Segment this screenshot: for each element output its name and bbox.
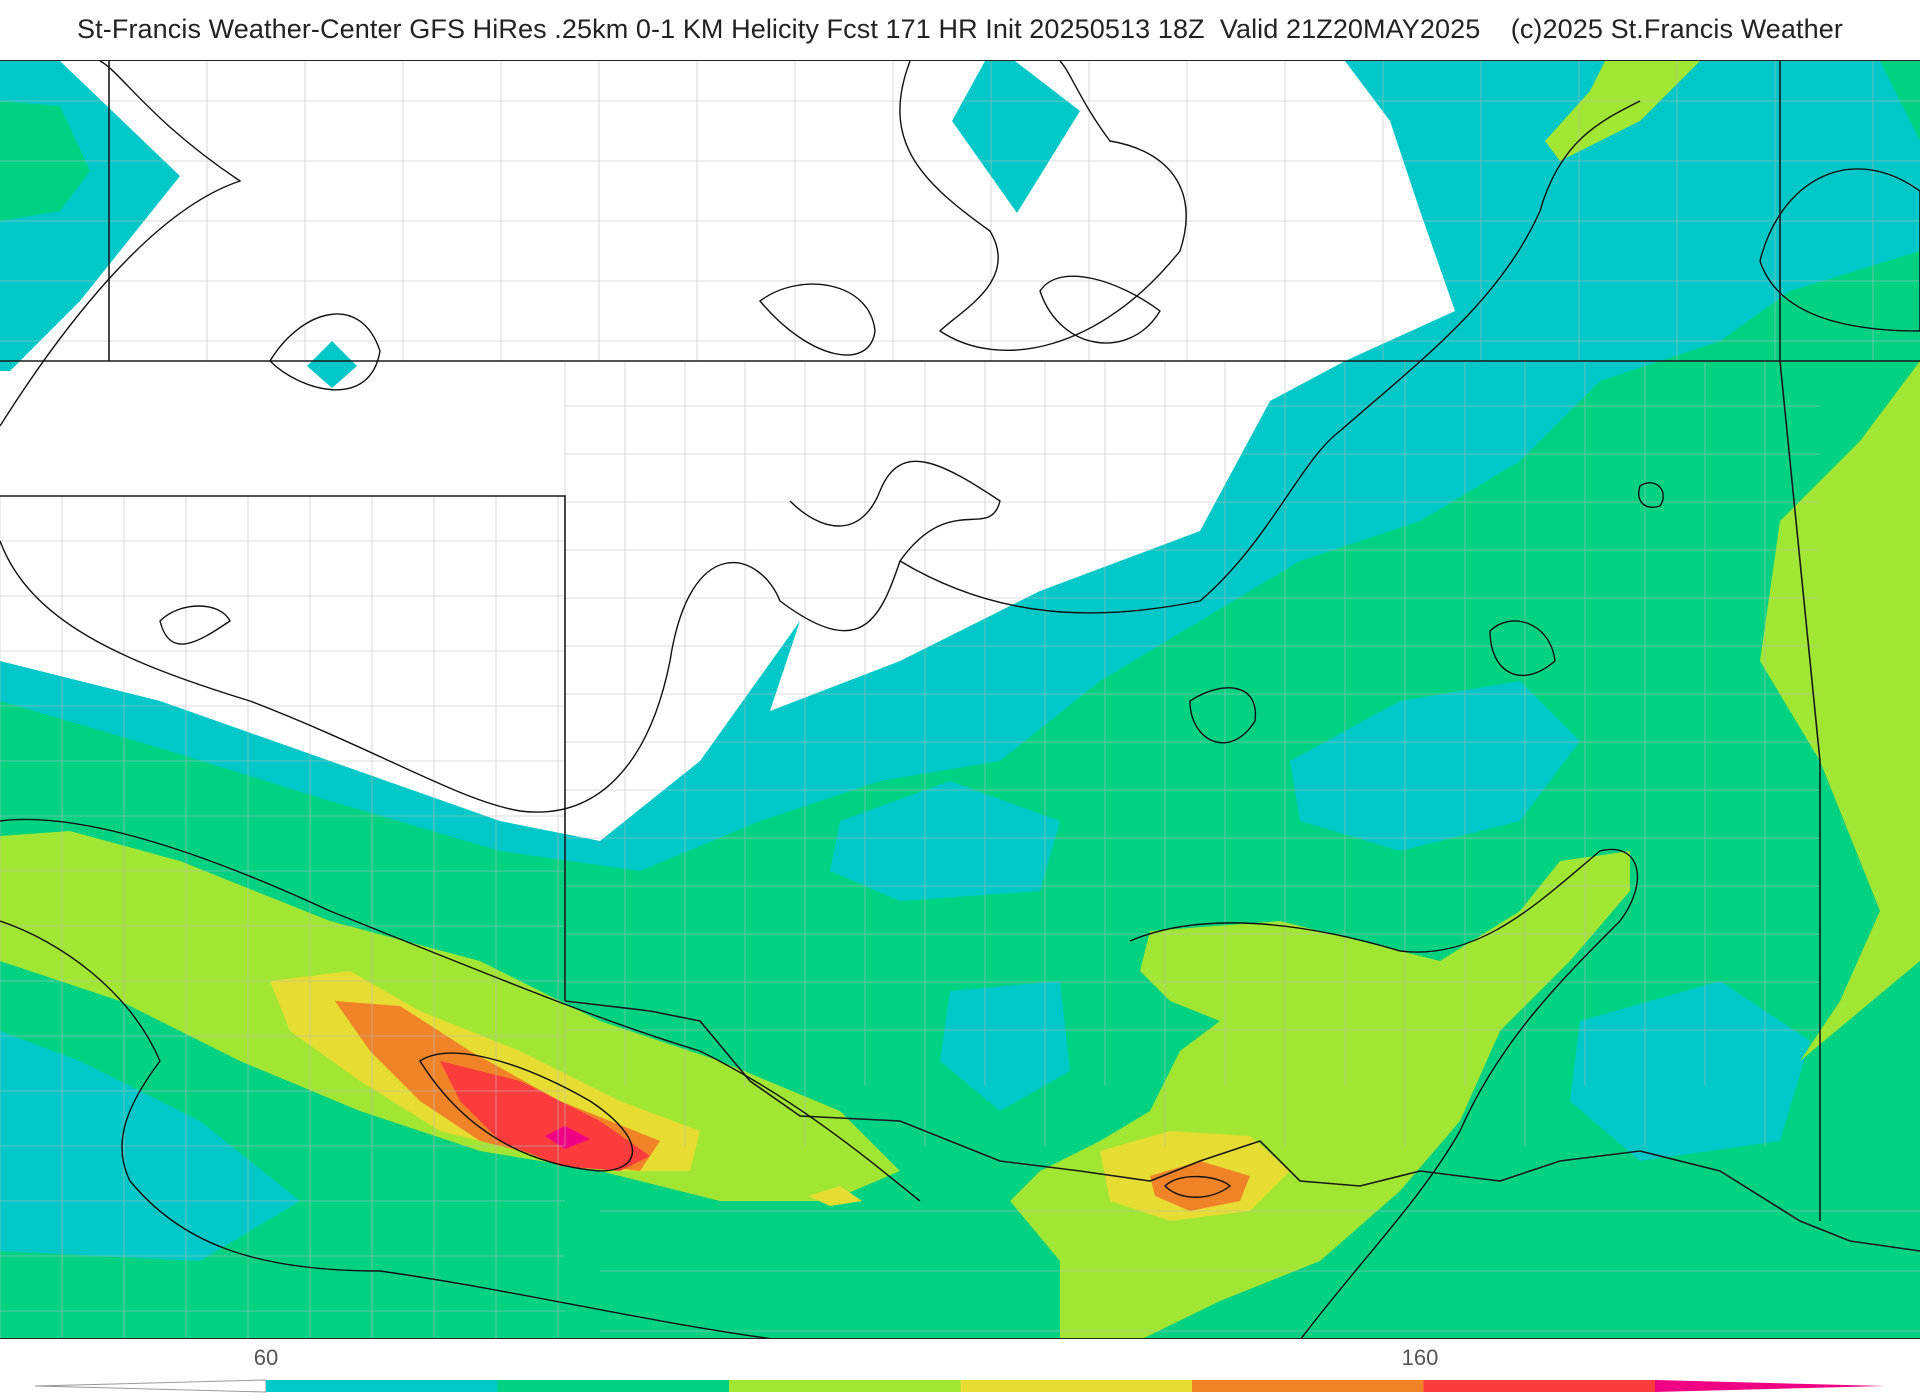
colorbar: 60 160 [0, 1340, 1920, 1400]
county-boundaries [0, 61, 1920, 1338]
contour-east-loop-c [1638, 482, 1664, 508]
colorbar-segment [497, 1380, 730, 1392]
colorbar-segment [1192, 1380, 1424, 1392]
colorbar-tick-label: 160 [1401, 1345, 1439, 1370]
colorbar-segment [960, 1380, 1193, 1392]
colorbar-segment [266, 1380, 498, 1392]
contour-north-loop-b [758, 283, 876, 356]
state-line-panhandle-top [0, 495, 566, 1001]
helicity-contours [0, 61, 1920, 1338]
colorbar-segment [1423, 1380, 1656, 1392]
helicity-map [0, 61, 1920, 1338]
contour-central-west [0, 460, 1001, 813]
state-line-red-river [564, 1000, 1920, 1252]
colorbar-low-extension [34, 1379, 267, 1393]
fill-red-core-west [440, 1061, 650, 1171]
colorbar-tick-label: 60 [253, 1345, 279, 1370]
map-title: St-Francis Weather-Center GFS HiRes .25k… [77, 14, 1843, 44]
fill-teal-pocket-mid [830, 781, 1060, 901]
fill-green-west-blob [40, 751, 75, 781]
fill-teal-pocket-se [1570, 981, 1810, 1161]
colorbar-segment [1655, 1380, 1885, 1392]
fill-teal-small-diamond [307, 341, 357, 388]
fill-teal-north-diamond [952, 61, 1080, 213]
contour-nw [0, 61, 242, 427]
contour-east-loop-a [1189, 687, 1256, 744]
contour-lime-southwest [0, 818, 921, 1202]
contour-south-small [1164, 1175, 1232, 1198]
contour-north-curve [899, 61, 1187, 351]
colorbar-scale [34, 1379, 1885, 1393]
fill-teal-pocket-south [940, 981, 1070, 1111]
contour-southwest-outer [0, 920, 771, 1338]
map-panel [0, 60, 1920, 1339]
state-line-east-vertical [1779, 360, 1821, 1221]
contour-red-loop [419, 1052, 634, 1172]
fill-yellow-small-south [808, 1186, 862, 1206]
helicity-fills [0, 61, 1920, 1338]
fill-teal-west-blob [200, 1166, 235, 1221]
state-boundaries [0, 61, 1920, 1252]
contour-east-loop-b [1489, 620, 1556, 677]
fill-orange-core-south [1150, 1161, 1250, 1211]
fill-lime-east-edge [1760, 361, 1920, 1061]
contour-ne-loop [1759, 168, 1920, 332]
contour-panhandle-loop [159, 605, 231, 645]
contour-central-east [899, 100, 1641, 614]
colorbar-segment [729, 1380, 961, 1392]
fill-teal-pocket-east [1290, 681, 1580, 851]
contour-south-lime [1129, 848, 1639, 1338]
contour-north-loop-c [1039, 275, 1161, 344]
contour-north-loop-a [269, 313, 381, 391]
fill-magenta-core-west [545, 1126, 590, 1149]
fill-lime-southwest-band [0, 831, 900, 1201]
